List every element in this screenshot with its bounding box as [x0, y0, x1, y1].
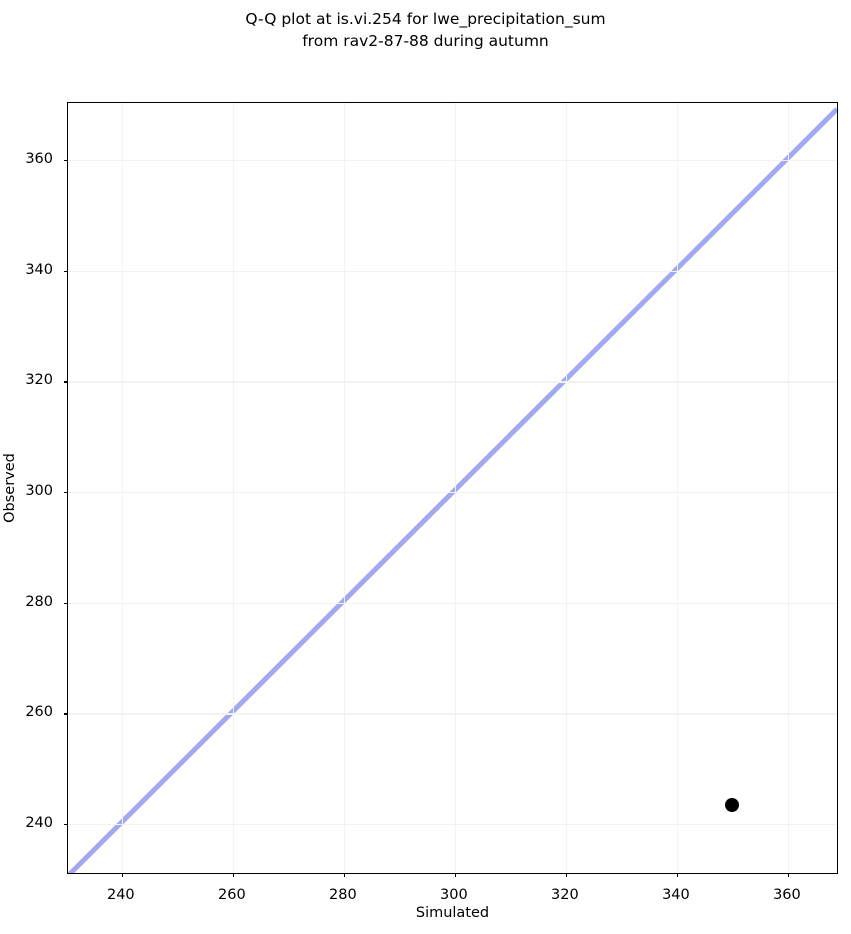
x-axis-tick-label: 360	[773, 887, 801, 903]
gridline-vertical	[121, 103, 124, 873]
y-axis-tick-label: 360	[25, 151, 53, 167]
gridline-horizontal	[68, 160, 837, 162]
gridline-vertical	[565, 103, 568, 873]
y-axis-tick-label: 320	[25, 372, 53, 389]
gridline-vertical	[454, 103, 457, 873]
y-axis-tick-label: 260	[25, 704, 53, 721]
data-point	[725, 797, 740, 812]
gridline-horizontal	[68, 381, 837, 383]
gridline-vertical	[232, 103, 235, 873]
y-axis-title: Observed	[0, 102, 20, 874]
plot-clip-region	[68, 103, 837, 873]
x-axis-tick	[343, 873, 346, 877]
plot-axes-area	[64, 102, 838, 877]
gridline-vertical	[676, 103, 679, 873]
y-axis-tick	[64, 270, 68, 272]
gridline-horizontal	[68, 824, 837, 826]
y-axis-tick	[64, 824, 68, 826]
x-axis-tick-label: 280	[329, 887, 357, 903]
y-axis-tick-label: 280	[25, 593, 53, 610]
y-axis-title-text: Observed	[2, 453, 19, 523]
chart-title: Q-Q plot at is.vi.254 for lwe_precipitat…	[245, 10, 606, 51]
x-axis-tick-labels: 240 260 280 300 320 340 360	[67, 878, 838, 904]
gridline-horizontal	[68, 270, 837, 273]
x-axis-title: Simulated	[415, 905, 490, 921]
y-axis-tick	[64, 381, 68, 383]
x-axis-tick	[565, 873, 568, 877]
one-to-one-reference-line	[68, 107, 837, 873]
gridline-horizontal	[68, 713, 837, 715]
gridline-vertical	[787, 103, 790, 873]
y-axis-tick-label: 340	[25, 261, 53, 278]
x-axis-tick-label: 240	[106, 887, 135, 903]
x-axis-tick	[121, 873, 124, 877]
y-axis-tick	[64, 602, 68, 605]
x-axis-tick	[454, 873, 457, 877]
x-axis-tick-label: 340	[662, 887, 690, 903]
gridline-vertical	[343, 103, 346, 873]
x-axis-tick	[232, 873, 235, 877]
y-axis-tick	[64, 492, 68, 494]
gridline-horizontal	[68, 492, 837, 494]
y-axis-tick-labels: 240 260 280 300 320 340 360	[0, 102, 63, 874]
x-axis-tick-label: 260	[218, 887, 246, 903]
x-axis-tick	[787, 873, 790, 877]
x-axis-tick-label: 320	[551, 887, 579, 903]
y-axis-tick-label: 240	[25, 815, 53, 832]
y-axis-tick-label: 300	[25, 483, 53, 500]
x-axis-tick-label: 300	[440, 887, 468, 903]
y-axis-tick	[64, 160, 68, 162]
x-axis-tick	[676, 873, 679, 877]
gridline-horizontal	[68, 602, 837, 605]
y-axis-tick	[64, 713, 68, 715]
